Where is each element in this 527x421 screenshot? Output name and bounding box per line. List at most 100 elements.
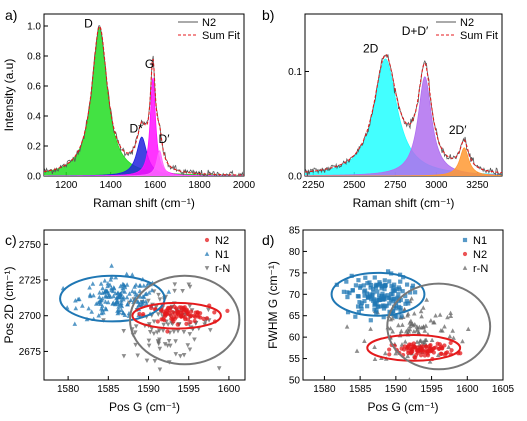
point-N2 xyxy=(225,308,230,313)
y-tick-label: 70 xyxy=(289,290,301,301)
annotation-G: G xyxy=(145,57,154,71)
point-r-N xyxy=(121,329,126,334)
cluster-ellipse xyxy=(59,274,166,323)
point-N1 xyxy=(87,292,93,297)
point-r-N xyxy=(362,338,367,343)
legend-marker-r-N xyxy=(204,266,210,271)
y-tick-label: 2750 xyxy=(19,240,42,251)
point-N1 xyxy=(139,302,144,308)
point-N1 xyxy=(98,301,103,306)
point-N1 xyxy=(368,282,374,288)
point-N1 xyxy=(362,293,367,298)
point-N1 xyxy=(408,290,413,295)
point-r-N xyxy=(171,329,177,335)
legend-marker-r-N xyxy=(462,265,468,270)
point-r-N xyxy=(407,377,411,380)
point-N1 xyxy=(105,281,111,286)
point-r-N xyxy=(144,358,150,363)
point-N1 xyxy=(103,294,109,299)
point-r-N xyxy=(422,337,428,343)
point-r-N xyxy=(178,354,183,359)
point-N1 xyxy=(372,302,377,307)
point-N2 xyxy=(412,355,417,360)
point-N1 xyxy=(364,291,370,296)
point-r-N xyxy=(216,366,222,371)
y-tick-label: 75 xyxy=(289,268,301,279)
point-N1 xyxy=(75,296,81,302)
point-N1 xyxy=(115,290,121,296)
point-r-N xyxy=(146,343,152,348)
point-N1 xyxy=(379,286,384,291)
point-r-N xyxy=(427,359,433,364)
point-N1 xyxy=(110,288,116,294)
x-tick-label: 1580 xyxy=(57,384,80,395)
point-r-N xyxy=(146,338,152,343)
point-N1 xyxy=(358,303,364,308)
point-N1 xyxy=(385,269,391,274)
legend-label-N2: N2 xyxy=(460,17,474,29)
point-N1 xyxy=(122,312,128,317)
series-sum-fit xyxy=(305,54,502,174)
point-N2 xyxy=(439,344,444,349)
point-N1 xyxy=(120,285,126,291)
point-N1 xyxy=(372,275,377,280)
point-r-N xyxy=(433,313,438,318)
point-N1 xyxy=(118,302,124,307)
point-N1 xyxy=(369,297,374,302)
x-axis-label: Raman shift (cm⁻¹) xyxy=(353,196,455,210)
cluster-ellipse xyxy=(129,274,241,366)
point-r-N xyxy=(460,338,465,344)
point-N1 xyxy=(96,313,101,318)
point-N2 xyxy=(179,314,184,319)
x-axis-label: Raman shift (cm⁻¹) xyxy=(93,196,195,210)
point-N1 xyxy=(384,303,389,308)
point-N2 xyxy=(159,317,164,322)
y-tick-label: 0.4 xyxy=(27,112,41,123)
point-N1 xyxy=(344,279,349,284)
point-N1 xyxy=(363,275,368,280)
point-N2 xyxy=(189,313,194,318)
point-N1 xyxy=(396,298,401,304)
point-N1 xyxy=(109,274,114,280)
point-r-N xyxy=(418,308,424,314)
y-tick-label: 0.6 xyxy=(27,82,41,93)
point-N1 xyxy=(97,294,102,300)
x-tick-label: 2000 xyxy=(233,180,256,191)
point-N2 xyxy=(149,305,154,311)
point-r-N xyxy=(405,311,411,316)
panel-d: 1580 1585 1590 1595 1600 1605 50 55 60 65 70 75 80 85… xyxy=(262,226,515,415)
point-N1 xyxy=(120,310,126,315)
point-r-N xyxy=(447,334,453,339)
point-r-N xyxy=(409,296,414,301)
point-N1 xyxy=(90,281,96,286)
plot-area xyxy=(44,25,244,176)
point-N1 xyxy=(87,285,92,290)
panel-label: c) xyxy=(5,232,17,248)
plot-area xyxy=(305,53,502,176)
point-N1 xyxy=(410,285,415,291)
point-N1 xyxy=(389,291,394,297)
point-N1 xyxy=(124,295,130,300)
point-r-N xyxy=(187,347,193,352)
point-N1 xyxy=(396,292,401,297)
point-N1 xyxy=(73,298,78,303)
point-r-N xyxy=(429,337,435,342)
point-N1 xyxy=(115,308,120,313)
point-N2 xyxy=(420,346,425,351)
point-r-N xyxy=(181,330,187,335)
y-tick-label: 50 xyxy=(289,376,301,387)
point-r-N xyxy=(354,348,360,353)
point-N2 xyxy=(399,346,404,351)
point-N1 xyxy=(375,289,380,294)
y-tick-label: 1.0 xyxy=(27,22,41,33)
y-tick-label: 2700 xyxy=(19,311,42,322)
x-tick-label: 1605 xyxy=(492,384,515,395)
point-N1 xyxy=(382,287,387,292)
point-N1 xyxy=(382,278,387,283)
point-N1 xyxy=(130,272,135,277)
point-N1 xyxy=(383,283,388,288)
point-N2 xyxy=(438,351,444,356)
point-N1 xyxy=(108,277,113,282)
panel-label: b) xyxy=(262,7,274,23)
